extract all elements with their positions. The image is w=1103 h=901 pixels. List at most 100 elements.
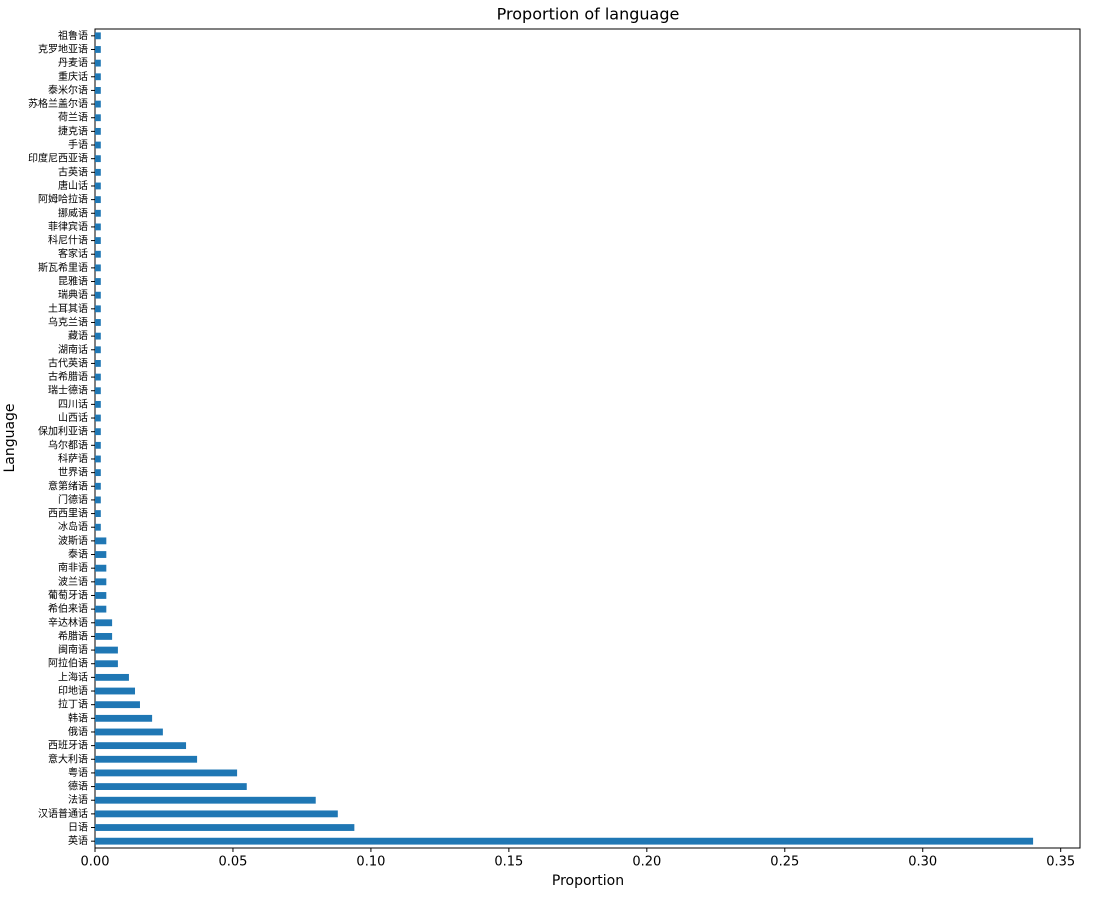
bar bbox=[95, 168, 101, 176]
bar bbox=[95, 250, 101, 258]
bar bbox=[95, 714, 153, 722]
y-tick-label: 斯瓦希里语 bbox=[38, 261, 88, 274]
bar bbox=[95, 783, 247, 790]
y-tick-label: 手语 bbox=[68, 138, 88, 151]
y-tick-label: 四川话 bbox=[58, 398, 88, 410]
y-tick-label: 保加利亚语 bbox=[38, 425, 88, 438]
y-tick-label: 波斯语 bbox=[58, 534, 88, 547]
y-tick-label: 粤语 bbox=[68, 766, 88, 779]
y-tick-label: 湖南话 bbox=[58, 343, 88, 356]
y-tick-label: 客家话 bbox=[58, 247, 88, 260]
y-tick-label: 荷兰语 bbox=[58, 111, 88, 124]
y-tick-label: 意第绪语 bbox=[48, 479, 88, 492]
bar bbox=[95, 646, 118, 654]
y-tick-label: 科萨语 bbox=[58, 452, 88, 465]
bar bbox=[95, 114, 101, 122]
bar bbox=[95, 414, 101, 422]
bar bbox=[95, 59, 101, 67]
bar bbox=[95, 551, 107, 558]
bar bbox=[95, 564, 107, 572]
bar bbox=[95, 400, 101, 408]
bar bbox=[95, 141, 101, 149]
bar bbox=[95, 332, 101, 340]
x-tick-label: 0.20 bbox=[632, 855, 661, 870]
bar bbox=[95, 32, 101, 40]
bar bbox=[95, 592, 107, 599]
bar bbox=[95, 441, 101, 449]
y-tick-label: 祖鲁语 bbox=[58, 29, 88, 42]
y-tick-label: 唐山话 bbox=[58, 179, 88, 192]
y-tick-label: 古代英语 bbox=[48, 356, 88, 369]
y-tick-label: 世界语 bbox=[58, 467, 88, 479]
bar bbox=[95, 209, 101, 217]
bar bbox=[95, 687, 136, 695]
y-tick-label: 丹麦语 bbox=[58, 57, 88, 69]
y-tick-label: 西西里语 bbox=[48, 508, 88, 520]
y-tick-label: 阿姆哈拉语 bbox=[38, 193, 88, 206]
bar bbox=[95, 673, 129, 681]
axes-frame bbox=[94, 28, 1081, 849]
y-tick-label: 泰米尔语 bbox=[48, 83, 88, 96]
bar bbox=[95, 537, 107, 545]
y-tick-label: 印地语 bbox=[58, 684, 88, 697]
x-tick-label: 0.25 bbox=[770, 855, 799, 870]
y-tick-label: 科尼什语 bbox=[48, 234, 88, 247]
bar bbox=[95, 291, 101, 299]
y-tick-label: 门德语 bbox=[58, 493, 88, 506]
y-tick-label: 辛达林语 bbox=[48, 616, 88, 629]
y-tick-label: 冰岛语 bbox=[58, 520, 88, 533]
y-tick-label: 重庆话 bbox=[58, 70, 88, 83]
bar bbox=[95, 837, 1034, 845]
y-tick-label: 挪威语 bbox=[58, 206, 88, 219]
y-tick-label: 西班牙语 bbox=[48, 740, 88, 752]
y-tick-label: 波兰语 bbox=[58, 575, 88, 588]
y-tick-label: 土耳其语 bbox=[48, 302, 88, 315]
bar bbox=[95, 46, 101, 53]
bar bbox=[95, 237, 101, 244]
y-tick-label: 昆雅语 bbox=[58, 275, 88, 288]
x-tick-label: 0.05 bbox=[218, 855, 247, 870]
y-tick-label: 瑞士德语 bbox=[48, 384, 88, 397]
y-tick-label: 葡萄牙语 bbox=[48, 588, 88, 601]
bar bbox=[95, 728, 163, 736]
x-axis-label: Proportion bbox=[552, 873, 624, 889]
bar bbox=[95, 278, 101, 285]
bar bbox=[95, 810, 338, 818]
bar bbox=[95, 660, 118, 668]
y-tick-label: 闽南语 bbox=[58, 643, 88, 656]
bar bbox=[95, 755, 198, 763]
y-tick-label: 瑞典语 bbox=[58, 288, 88, 301]
x-tick-label: 0.35 bbox=[1046, 855, 1075, 870]
bar bbox=[95, 387, 101, 395]
y-tick-label: 法语 bbox=[68, 793, 88, 806]
bar bbox=[95, 196, 101, 204]
y-tick-label: 汉语普通话 bbox=[38, 807, 88, 820]
bar bbox=[95, 73, 101, 81]
y-tick-label: 拉丁语 bbox=[58, 698, 88, 711]
y-tick-label: 韩语 bbox=[68, 711, 88, 724]
y-tick-label: 意大利语 bbox=[48, 752, 88, 765]
y-tick-label: 乌克兰语 bbox=[48, 315, 88, 328]
y-tick-label: 菲律宾语 bbox=[48, 220, 88, 233]
bar bbox=[95, 482, 101, 490]
bar bbox=[95, 264, 101, 272]
y-tick-label: 德语 bbox=[68, 780, 88, 793]
bar bbox=[95, 619, 113, 627]
x-tick-label: 0.10 bbox=[356, 855, 385, 870]
bar bbox=[95, 155, 101, 163]
bar bbox=[95, 182, 101, 190]
bar bbox=[95, 346, 101, 354]
bar bbox=[95, 742, 187, 750]
y-tick-label: 南非语 bbox=[58, 561, 88, 574]
bar bbox=[95, 87, 101, 94]
bar bbox=[95, 605, 107, 613]
y-tick-label: 英语 bbox=[68, 834, 88, 847]
y-tick-label: 日语 bbox=[68, 822, 88, 834]
bar bbox=[95, 769, 238, 777]
y-tick-label: 阿拉伯语 bbox=[48, 657, 88, 670]
y-tick-label: 捷克语 bbox=[58, 124, 88, 137]
x-tick-label: 0.15 bbox=[494, 855, 523, 870]
bar bbox=[95, 127, 101, 135]
bar bbox=[95, 496, 101, 504]
